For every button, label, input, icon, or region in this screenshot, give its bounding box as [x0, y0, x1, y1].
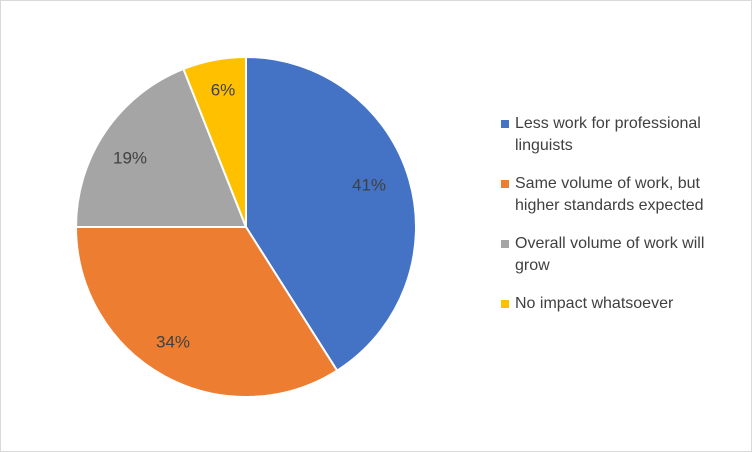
pie-slice: [74, 226, 339, 399]
legend-label: Less work for professional linguists: [515, 115, 701, 154]
legend-item: Same volume of work, but higher standard…: [501, 173, 741, 217]
pie-slice: [74, 67, 248, 228]
legend-swatch: [501, 120, 509, 128]
data-label: 19%: [113, 148, 147, 167]
legend-item: Less work for professional linguists: [501, 113, 741, 157]
data-label: 6%: [211, 80, 236, 99]
pie-slice: [182, 55, 247, 228]
legend-item: No impact whatsoever: [501, 293, 741, 315]
legend-label: Overall volume of work will grow: [515, 235, 705, 274]
legend-item: Overall volume of work will grow: [501, 233, 741, 277]
legend-label: Same volume of work, but higher standard…: [515, 175, 704, 214]
legend-label: No impact whatsoever: [515, 295, 674, 312]
legend-swatch: [501, 240, 509, 248]
legend-swatch: [501, 300, 509, 308]
legend-swatch: [501, 180, 509, 188]
data-label: 41%: [352, 175, 386, 194]
legend: Less work for professional linguists Same…: [501, 113, 741, 331]
data-label: 34%: [156, 332, 190, 351]
